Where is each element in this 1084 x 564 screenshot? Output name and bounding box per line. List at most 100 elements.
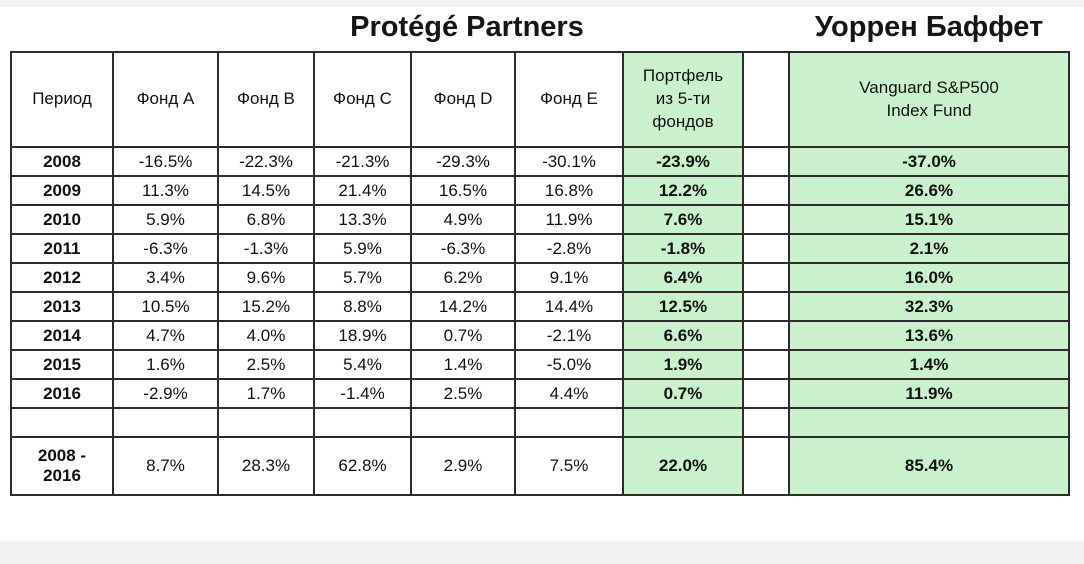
row-2015-fund-a: 1.6% bbox=[112, 349, 219, 380]
row-total-spacer bbox=[742, 436, 790, 496]
row-2011: 2011 -6.3% -1.3% 5.9% -6.3% -2.8% -1.8% 2.1% bbox=[10, 233, 1070, 264]
fund-returns-table: Период Фонд A Фонд B Фонд C Фонд D Фонд E Порт… bbox=[10, 51, 1070, 496]
table-header: Период Фонд A Фонд B Фонд C Фонд D Фонд E Порт… bbox=[10, 51, 1070, 148]
row-total-fund-c: 62.8% bbox=[313, 436, 412, 496]
row-blank-fund-c bbox=[313, 407, 412, 438]
row-2011-portfolio: -1.8% bbox=[622, 233, 744, 264]
row-2011-period: 2011 bbox=[10, 233, 114, 264]
row-2010-fund-b: 6.8% bbox=[217, 204, 315, 235]
row-2014-fund-b: 4.0% bbox=[217, 320, 315, 351]
row-2008-fund-a: -16.5% bbox=[112, 146, 219, 177]
row-2008-vanguard: -37.0% bbox=[788, 146, 1070, 177]
row-2013-fund-b: 15.2% bbox=[217, 291, 315, 322]
row-2008-fund-d: -29.3% bbox=[410, 146, 516, 177]
row-2008-fund-e: -30.1% bbox=[514, 146, 624, 177]
row-2008-period: 2008 bbox=[10, 146, 114, 177]
row-blank-vanguard bbox=[788, 407, 1070, 438]
row-2009-spacer bbox=[742, 175, 790, 206]
row-2013-period: 2013 bbox=[10, 291, 114, 322]
table-body: 2008 -16.5% -22.3% -21.3% -29.3% -30.1% -23.9%… bbox=[10, 146, 1070, 496]
row-2012: 2012 3.4% 9.6% 5.7% 6.2% 9.1% 6.4% 16.0% bbox=[10, 262, 1070, 293]
row-2016-period: 2016 bbox=[10, 378, 114, 409]
row-2015-fund-c: 5.4% bbox=[313, 349, 412, 380]
row-total-vanguard: 85.4% bbox=[788, 436, 1070, 496]
row-2013: 2013 10.5% 15.2% 8.8% 14.2% 14.4% 12.5% 32.3% bbox=[10, 291, 1070, 322]
row-2010-period: 2010 bbox=[10, 204, 114, 235]
row-total-portfolio: 22.0% bbox=[622, 436, 744, 496]
row-2010-portfolio: 7.6% bbox=[622, 204, 744, 235]
row-2009-period: 2009 bbox=[10, 175, 114, 206]
header-fund-b: Фонд B bbox=[217, 51, 315, 148]
header-period: Период bbox=[10, 51, 114, 148]
row-2016-fund-c: -1.4% bbox=[313, 378, 412, 409]
row-2008-fund-b: -22.3% bbox=[217, 146, 315, 177]
row-2015-spacer bbox=[742, 349, 790, 380]
row-blank-fund-a bbox=[112, 407, 219, 438]
row-2012-portfolio: 6.4% bbox=[622, 262, 744, 293]
row-2014-vanguard: 13.6% bbox=[788, 320, 1070, 351]
row-2014: 2014 4.7% 4.0% 18.9% 0.7% -2.1% 6.6% 13.6% bbox=[10, 320, 1070, 351]
row-2016-fund-a: -2.9% bbox=[112, 378, 219, 409]
row-total: 2008 - 2016 8.7% 28.3% 62.8% 2.9% 7.5% 22.0% 85… bbox=[10, 436, 1070, 496]
row-2013-fund-c: 8.8% bbox=[313, 291, 412, 322]
row-2009-portfolio: 12.2% bbox=[622, 175, 744, 206]
row-2011-vanguard: 2.1% bbox=[788, 233, 1070, 264]
row-2010-vanguard: 15.1% bbox=[788, 204, 1070, 235]
row-blank-portfolio bbox=[622, 407, 744, 438]
row-2016-spacer bbox=[742, 378, 790, 409]
header-portfolio: Портфель из 5-ти фондов bbox=[622, 51, 744, 148]
row-total-fund-e: 7.5% bbox=[514, 436, 624, 496]
row-2015-vanguard: 1.4% bbox=[788, 349, 1070, 380]
row-2013-fund-d: 14.2% bbox=[410, 291, 516, 322]
row-2008: 2008 -16.5% -22.3% -21.3% -29.3% -30.1% -23.9%… bbox=[10, 146, 1070, 177]
row-total-fund-b: 28.3% bbox=[217, 436, 315, 496]
row-2016-portfolio: 0.7% bbox=[622, 378, 744, 409]
row-total-fund-a: 8.7% bbox=[112, 436, 219, 496]
row-2009-fund-e: 16.8% bbox=[514, 175, 624, 206]
row-2009-fund-c: 21.4% bbox=[313, 175, 412, 206]
row-total-period: 2008 - 2016 bbox=[10, 436, 114, 496]
row-blank-fund-d bbox=[410, 407, 516, 438]
top-strip bbox=[0, 0, 1084, 7]
row-2010-fund-a: 5.9% bbox=[112, 204, 219, 235]
title-protege-partners: Protégé Partners bbox=[350, 11, 584, 43]
header-fund-a: Фонд A bbox=[112, 51, 219, 148]
row-blank-fund-e bbox=[514, 407, 624, 438]
row-2015-portfolio: 1.9% bbox=[622, 349, 744, 380]
row-2014-fund-a: 4.7% bbox=[112, 320, 219, 351]
header-spacer bbox=[742, 51, 790, 148]
row-2010: 2010 5.9% 6.8% 13.3% 4.9% 11.9% 7.6% 15.1% bbox=[10, 204, 1070, 235]
row-2009-fund-a: 11.3% bbox=[112, 175, 219, 206]
row-2016-fund-b: 1.7% bbox=[217, 378, 315, 409]
row-2011-spacer bbox=[742, 233, 790, 264]
row-2012-fund-d: 6.2% bbox=[410, 262, 516, 293]
row-2016: 2016 -2.9% 1.7% -1.4% 2.5% 4.4% 0.7% 11.9% bbox=[10, 378, 1070, 409]
title-warren-buffett: Уоррен Баффет bbox=[814, 11, 1044, 43]
row-2012-vanguard: 16.0% bbox=[788, 262, 1070, 293]
row-2014-period: 2014 bbox=[10, 320, 114, 351]
row-blank-fund-b bbox=[217, 407, 315, 438]
row-2009-fund-d: 16.5% bbox=[410, 175, 516, 206]
row-2015-period: 2015 bbox=[10, 349, 114, 380]
row-2009-fund-b: 14.5% bbox=[217, 175, 315, 206]
row-2011-fund-c: 5.9% bbox=[313, 233, 412, 264]
row-2015: 2015 1.6% 2.5% 5.4% 1.4% -5.0% 1.9% 1.4% bbox=[10, 349, 1070, 380]
row-2015-fund-b: 2.5% bbox=[217, 349, 315, 380]
row-2008-fund-c: -21.3% bbox=[313, 146, 412, 177]
bottom-strip bbox=[0, 541, 1084, 564]
row-2014-fund-e: -2.1% bbox=[514, 320, 624, 351]
row-2014-fund-d: 0.7% bbox=[410, 320, 516, 351]
row-2015-fund-e: -5.0% bbox=[514, 349, 624, 380]
row-2013-vanguard: 32.3% bbox=[788, 291, 1070, 322]
row-2013-fund-e: 14.4% bbox=[514, 291, 624, 322]
row-2013-portfolio: 12.5% bbox=[622, 291, 744, 322]
row-2016-fund-e: 4.4% bbox=[514, 378, 624, 409]
row-2011-fund-a: -6.3% bbox=[112, 233, 219, 264]
row-2012-fund-a: 3.4% bbox=[112, 262, 219, 293]
row-2014-spacer bbox=[742, 320, 790, 351]
row-2009: 2009 11.3% 14.5% 21.4% 16.5% 16.8% 12.2% 26.6% bbox=[10, 175, 1070, 206]
row-2012-fund-c: 5.7% bbox=[313, 262, 412, 293]
row-2016-vanguard: 11.9% bbox=[788, 378, 1070, 409]
row-2013-spacer bbox=[742, 291, 790, 322]
row-blank bbox=[10, 407, 1070, 438]
